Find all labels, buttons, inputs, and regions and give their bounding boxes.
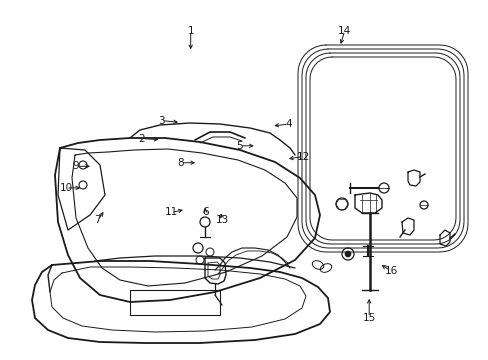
Text: 14: 14 bbox=[337, 26, 351, 36]
Text: 16: 16 bbox=[384, 266, 397, 276]
Text: 5: 5 bbox=[236, 141, 243, 151]
Text: 10: 10 bbox=[60, 183, 72, 193]
Text: 11: 11 bbox=[164, 207, 178, 217]
Text: 12: 12 bbox=[296, 152, 309, 162]
Text: 8: 8 bbox=[177, 158, 184, 168]
Text: 4: 4 bbox=[285, 119, 291, 129]
Text: 9: 9 bbox=[72, 161, 79, 171]
Text: 6: 6 bbox=[202, 207, 208, 217]
Circle shape bbox=[345, 251, 350, 257]
Text: 1: 1 bbox=[187, 26, 194, 36]
Text: 2: 2 bbox=[138, 134, 145, 144]
Text: 3: 3 bbox=[158, 116, 164, 126]
Text: 7: 7 bbox=[94, 215, 101, 225]
Text: 15: 15 bbox=[362, 312, 375, 323]
Text: 13: 13 bbox=[215, 215, 229, 225]
